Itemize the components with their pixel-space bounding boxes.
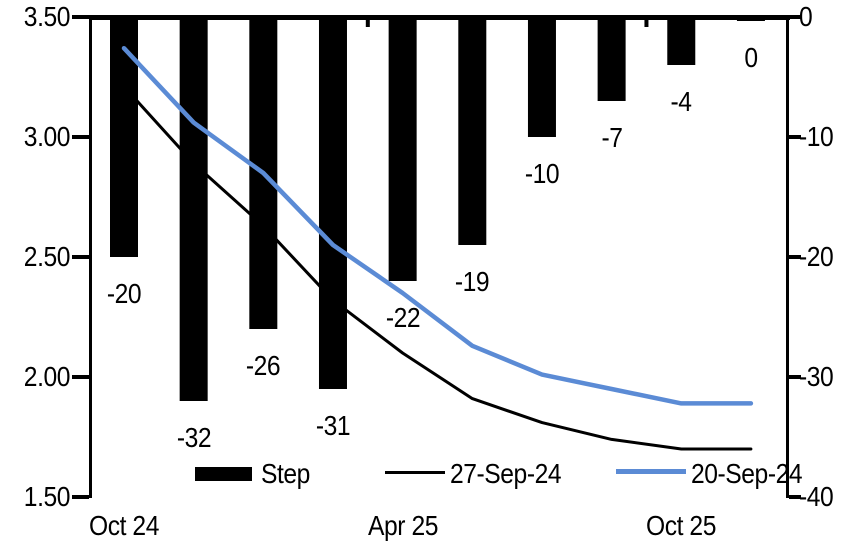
bar-value-label: -31 bbox=[315, 410, 351, 441]
x-axis-label: Oct 24 bbox=[89, 510, 159, 541]
left-axis-tick bbox=[72, 15, 89, 19]
left-axis-tick bbox=[72, 255, 89, 259]
left-axis-tick-label: 2.00 bbox=[23, 361, 71, 392]
right-axis-tick bbox=[789, 135, 801, 139]
left-axis-tick bbox=[72, 495, 89, 499]
left-axis-tick-label: 1.50 bbox=[23, 481, 71, 512]
bar-value-label: -26 bbox=[246, 350, 281, 381]
legend-step-swatch bbox=[195, 467, 252, 481]
legend-20-sep-24-line-swatch bbox=[616, 469, 686, 474]
bar-value-label: -7 bbox=[601, 122, 623, 153]
bar-value-label: -22 bbox=[385, 302, 420, 333]
x-axis-label: Oct 25 bbox=[646, 510, 717, 541]
bar-value-label: -32 bbox=[176, 422, 212, 453]
step-bar bbox=[318, 17, 347, 389]
right-axis-tick-label: 0 bbox=[799, 1, 813, 32]
step-bar bbox=[458, 17, 487, 245]
legend-27-sep-24-line-swatch bbox=[385, 471, 445, 474]
bar-value-label: 0 bbox=[744, 42, 758, 73]
step-bar bbox=[597, 17, 626, 101]
right-axis-tick-label: -10 bbox=[799, 121, 834, 152]
top-axis-line bbox=[89, 15, 790, 20]
top-axis-tick bbox=[365, 19, 370, 27]
right-axis-tick bbox=[789, 15, 801, 19]
left-axis-tick-label: 3.50 bbox=[23, 1, 71, 32]
step-bar bbox=[736, 17, 765, 21]
right-axis-tick bbox=[789, 495, 801, 499]
right-axis-tick bbox=[789, 375, 801, 379]
right-axis-tick-label: -30 bbox=[799, 361, 834, 392]
x-axis-label: Apr 25 bbox=[367, 510, 438, 541]
legend-20-sep-24-label: 20-Sep-24 bbox=[691, 458, 803, 489]
left-axis-line bbox=[89, 15, 92, 498]
step-bar bbox=[667, 17, 696, 65]
left-axis-tick-label: 2.50 bbox=[23, 241, 71, 272]
top-axis-tick bbox=[644, 19, 649, 27]
bar-value-label: -20 bbox=[106, 278, 142, 309]
step-bar bbox=[110, 17, 138, 257]
bar-value-label: -19 bbox=[455, 266, 490, 297]
right-axis-tick-label: -40 bbox=[799, 481, 834, 512]
step-bar bbox=[179, 17, 208, 401]
bar-value-label: -10 bbox=[524, 158, 560, 189]
left-axis-tick bbox=[72, 135, 89, 139]
legend-27-sep-24-label: 27-Sep-24 bbox=[450, 458, 562, 489]
right-axis-tick-label: -20 bbox=[799, 241, 834, 272]
step-bar bbox=[388, 17, 417, 281]
right-axis-line bbox=[786, 15, 789, 498]
bar-value-label: -4 bbox=[670, 86, 692, 117]
right-axis-tick bbox=[789, 255, 801, 259]
left-axis-tick-label: 3.00 bbox=[23, 121, 71, 152]
legend-step-label: Step bbox=[261, 458, 310, 489]
line-27-sep-24 bbox=[122, 85, 753, 451]
step-bar bbox=[527, 17, 556, 137]
left-axis-tick bbox=[72, 375, 89, 379]
line-20-sep-24 bbox=[121, 45, 754, 406]
